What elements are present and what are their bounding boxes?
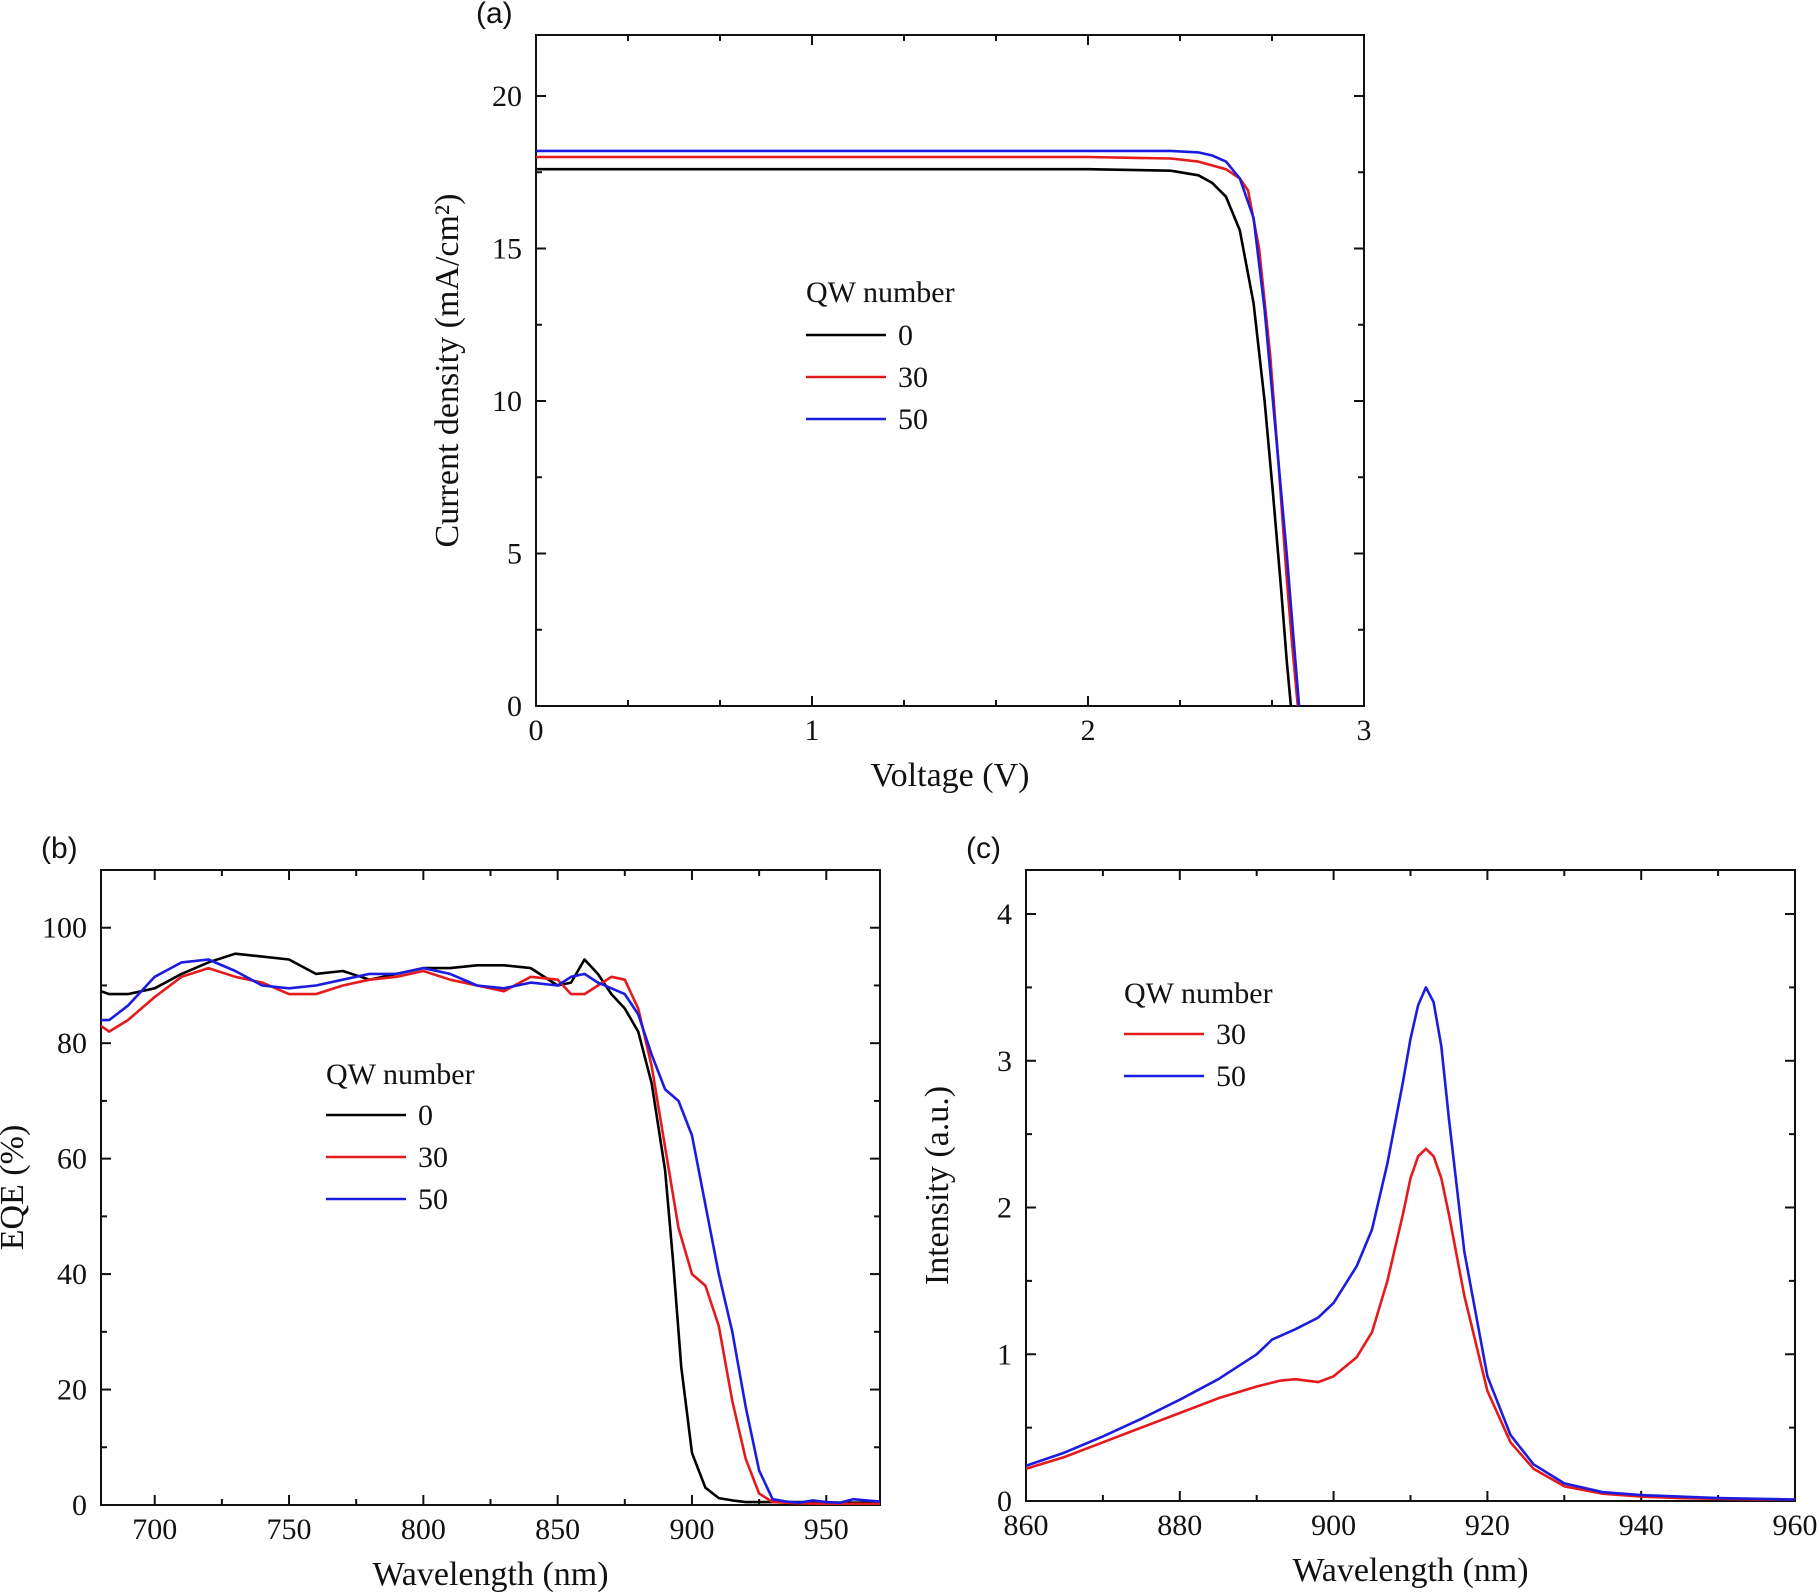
legend: QW number 0 30 50: [326, 1058, 475, 1216]
y-tick-label: 20: [57, 1374, 87, 1407]
y-tick-label: 0: [72, 1489, 87, 1522]
x-tick-label: 700: [132, 1513, 177, 1546]
x-tick-label: 0: [529, 714, 544, 747]
x-tick-label: 2: [1081, 714, 1096, 747]
x-tick-label: 920: [1465, 1509, 1510, 1542]
x-tick-label: 3: [1357, 714, 1372, 747]
plot-frame: [535, 34, 1365, 707]
legend-label-50: 50: [418, 1183, 448, 1216]
x-axis-title: Wavelength (nm): [1292, 1552, 1528, 1589]
x-tick-label: 900: [669, 1513, 714, 1546]
x-tick-label: 950: [804, 1513, 849, 1546]
legend-label-0: 0: [418, 1099, 433, 1132]
y-tick-label: 0: [507, 690, 522, 723]
legend-title: QW number: [806, 276, 955, 309]
series-line-50: [536, 149, 1301, 706]
series-line-30: [1026, 1147, 1795, 1501]
y-tick-label: 100: [42, 912, 87, 945]
x-tick-label: 900: [1311, 1509, 1356, 1542]
legend-label-30: 30: [418, 1141, 448, 1174]
y-tick-label: 60: [57, 1143, 87, 1176]
legend-title: QW number: [1124, 977, 1273, 1010]
y-tick-label: 4: [997, 898, 1012, 931]
panel-label: (c): [966, 832, 1001, 865]
legend-label-0: 0: [898, 319, 913, 352]
panel-c: (c) 860 880 900 920 940 960 0 1 2 3 4 Wavelength (nm…: [919, 832, 1818, 1589]
y-tick-label: 0: [997, 1485, 1012, 1518]
panel-b: (b) 700 750 800 850 900 950 0 20 40 60 80 100 Wavelen…: [0, 832, 881, 1592]
series-line-50: [1026, 986, 1795, 1501]
y-tick-label: 10: [492, 385, 522, 418]
x-tick-label: 880: [1157, 1509, 1202, 1542]
x-tick-label: 800: [401, 1513, 446, 1546]
y-axis-title: Intensity (a.u.): [919, 1086, 956, 1285]
y-tick-label: 40: [57, 1258, 87, 1291]
x-tick-label: 1: [805, 714, 820, 747]
x-axis-title: Voltage (V): [871, 757, 1030, 794]
legend-label-50: 50: [1216, 1060, 1246, 1093]
y-tick-label: 20: [492, 80, 522, 113]
y-tick-label: 3: [997, 1045, 1012, 1078]
series-line-0: [101, 952, 880, 1504]
legend: QW number 30 50: [1124, 977, 1273, 1093]
x-tick-label: 860: [1004, 1509, 1049, 1542]
series-line-30: [536, 155, 1300, 706]
y-tick-label: 1: [997, 1338, 1012, 1371]
y-tick-label: 2: [997, 1192, 1012, 1225]
legend-label-50: 50: [898, 403, 928, 436]
x-tick-label: 960: [1773, 1509, 1818, 1542]
x-tick-label: 940: [1619, 1509, 1664, 1542]
y-tick-label: 80: [57, 1027, 87, 1060]
legend: QW number 0 30 50: [806, 276, 955, 436]
legend-label-30: 30: [1216, 1018, 1246, 1051]
x-tick-label: 850: [535, 1513, 580, 1546]
legend-title: QW number: [326, 1058, 475, 1091]
series-line-50: [101, 958, 880, 1504]
y-tick-label: 15: [492, 233, 522, 266]
panel-label: (a): [476, 0, 513, 30]
x-axis-title: Wavelength (nm): [372, 1556, 608, 1592]
plot-frame: [1025, 869, 1796, 1502]
panel-label: (b): [41, 832, 78, 865]
series-line-30: [101, 966, 880, 1505]
y-axis-title: Current density (mA/cm²): [429, 194, 466, 548]
x-tick-label: 750: [267, 1513, 312, 1546]
legend-label-30: 30: [898, 361, 928, 394]
y-tick-label: 5: [507, 538, 522, 571]
series-line-0: [536, 167, 1293, 706]
y-axis-title: EQE (%): [0, 1125, 31, 1251]
